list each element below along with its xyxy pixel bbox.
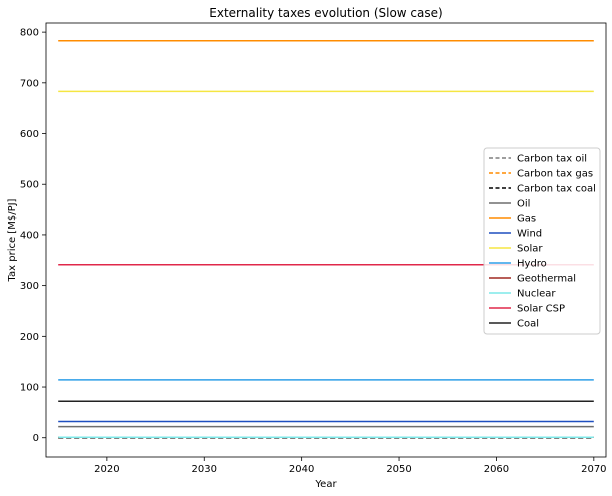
x-tick-label: 2050 — [386, 464, 411, 475]
legend-label-carbon-tax-gas: Carbon tax gas — [517, 169, 593, 180]
plot-frame — [45, 22, 607, 458]
legend-label-carbon-tax-oil: Carbon tax oil — [517, 154, 587, 165]
legend-label-solar: Solar — [517, 244, 543, 255]
x-tick-label: 2030 — [192, 464, 217, 475]
x-axis-label: Year — [314, 479, 337, 490]
y-tick-label: 0 — [33, 433, 39, 444]
y-tick-label: 500 — [20, 180, 39, 191]
y-tick-label: 400 — [20, 230, 39, 241]
chart-title: Externality taxes evolution (Slow case) — [209, 6, 442, 20]
legend-label-nuclear: Nuclear — [517, 289, 556, 300]
y-axis-label: Tax price [M$/PJ] — [7, 198, 18, 282]
x-tick-label: 2020 — [94, 464, 119, 475]
x-tick-label: 2060 — [484, 464, 509, 475]
y-tick-label: 100 — [20, 383, 39, 394]
x-axis-ticks: 2020 2030 2040 2050 2060 2070 — [94, 457, 607, 475]
y-tick-label: 600 — [20, 129, 39, 140]
legend-label-coal: Coal — [517, 319, 539, 330]
x-tick-label: 2040 — [289, 464, 314, 475]
legend-label-oil: Oil — [517, 199, 530, 210]
y-tick-label: 800 — [20, 28, 39, 39]
y-tick-label: 300 — [20, 281, 39, 292]
legend-label-carbon-tax-coal: Carbon tax coal — [517, 184, 596, 195]
legend-box — [483, 147, 601, 335]
legend-label-solar-csp: Solar CSP — [517, 304, 565, 315]
y-tick-label: 700 — [20, 78, 39, 89]
legend-label-gas: Gas — [517, 214, 536, 225]
legend-label-geothermal: Geothermal — [517, 274, 576, 285]
y-axis-ticks: 0 100 200 300 400 500 600 700 800 — [20, 28, 46, 444]
y-tick-label: 200 — [20, 332, 39, 343]
legend-label-wind: Wind — [517, 229, 542, 240]
legend: Carbon tax oil Carbon tax gas Carbon tax c… — [483, 147, 601, 335]
x-tick-label: 2070 — [581, 464, 606, 475]
legend-label-hydro: Hydro — [517, 259, 547, 270]
